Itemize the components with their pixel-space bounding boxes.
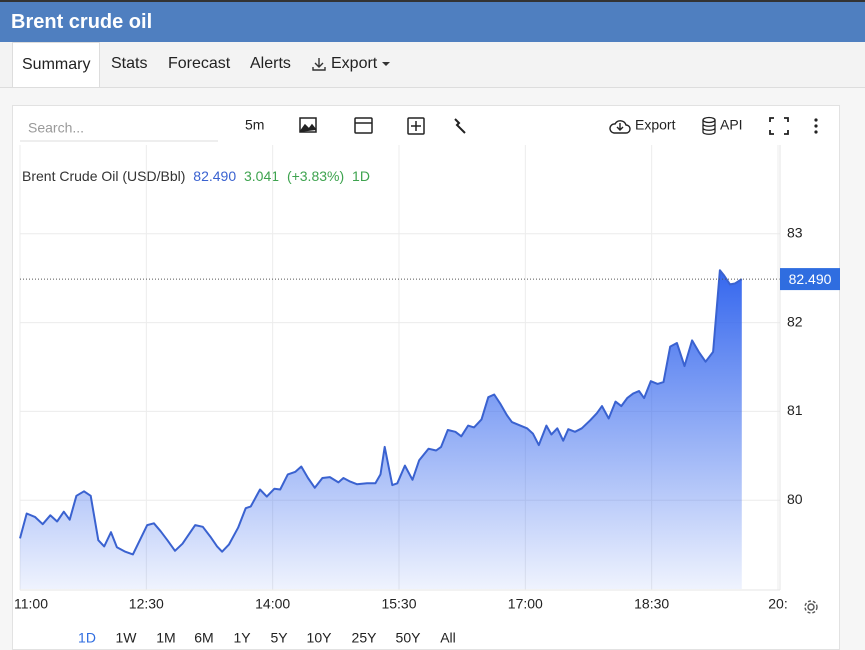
export-icon[interactable] <box>609 120 631 134</box>
settings-icon[interactable] <box>804 600 818 614</box>
fullscreen-icon[interactable] <box>769 117 789 135</box>
x-tick-label: 11:00 <box>14 596 48 612</box>
range-button[interactable]: 1Y <box>233 630 251 645</box>
range-button[interactable]: 50Y <box>396 630 422 645</box>
x-tick-label: 17:00 <box>508 596 543 612</box>
x-tick-label: 14:00 <box>255 596 290 612</box>
y-tick-label: 82 <box>787 313 803 329</box>
grid <box>19 145 780 590</box>
tab[interactable]: Export <box>331 55 378 72</box>
x-tick-label: 18:30 <box>634 596 669 612</box>
api-icon[interactable] <box>702 116 716 135</box>
tab[interactable]: Forecast <box>168 55 231 72</box>
range-button[interactable]: 5Y <box>270 630 288 645</box>
x-tick-label: 12:30 <box>129 596 164 612</box>
last-price-label: 82.490 <box>789 271 832 287</box>
legend-name: Brent Crude Oil (USD/Bbl) <box>22 168 185 184</box>
tab-bar: Summary Stats Forecast Alerts Export <box>0 42 865 88</box>
interval-button[interactable]: 5m <box>245 117 264 133</box>
legend-change: 3.041 <box>244 168 279 184</box>
range-button[interactable]: All <box>440 630 456 645</box>
caret <box>382 62 390 66</box>
range-button[interactable]: 6M <box>194 630 213 645</box>
tab[interactable]: Alerts <box>250 55 291 72</box>
tab[interactable]: Stats <box>111 55 148 72</box>
api-button[interactable]: API <box>720 117 743 133</box>
add-icon[interactable] <box>407 117 425 135</box>
header-title: Brent crude oil <box>11 11 153 33</box>
legend-change-pct: (+3.83%) <box>287 168 344 184</box>
legend-price: 82.490 <box>193 168 236 184</box>
y-tick-label: 83 <box>787 225 803 241</box>
range-button[interactable]: 1D <box>78 630 96 645</box>
range-button[interactable]: 1W <box>116 630 138 645</box>
tools-icon[interactable] <box>454 118 466 134</box>
x-tick-label: 20: <box>768 596 787 612</box>
price-line <box>19 269 743 556</box>
last-price-tag <box>780 268 840 291</box>
more-icon[interactable] <box>814 118 818 134</box>
calendar-icon[interactable] <box>354 117 373 134</box>
chart-legend: Brent Crude Oil (USD/Bbl) 82.490 3.041 (… <box>22 168 370 184</box>
range-button[interactable]: 1M <box>156 630 175 645</box>
download-icon <box>312 58 326 71</box>
export-button[interactable]: Export <box>635 117 676 133</box>
x-tick-label: 15:30 <box>381 596 416 612</box>
area-fill <box>20 270 742 589</box>
search-box[interactable]: Search... <box>28 120 84 136</box>
y-tick-label: 81 <box>787 402 803 418</box>
range-button[interactable]: 10Y <box>307 630 333 645</box>
tab[interactable]: Summary <box>12 42 101 87</box>
y-tick-label: 80 <box>787 491 803 507</box>
chart-type-icon[interactable] <box>299 117 317 133</box>
range-button[interactable]: 25Y <box>352 630 378 645</box>
header: Brent crude oil <box>0 0 865 42</box>
legend-period: 1D <box>352 168 370 184</box>
